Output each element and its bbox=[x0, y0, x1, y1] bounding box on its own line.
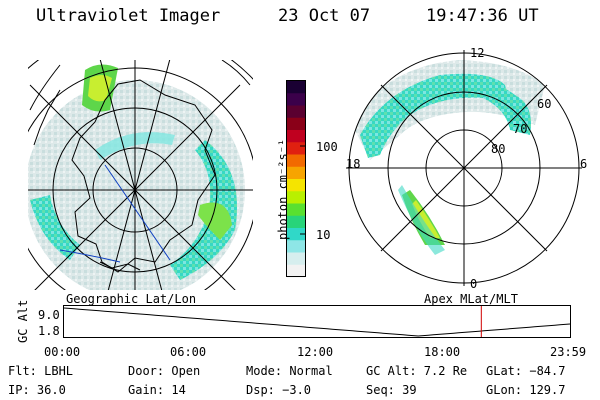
aurora-east bbox=[170, 140, 237, 280]
info-glat: GLat: −84.7 bbox=[486, 364, 566, 378]
info-gain: Gain: 14 bbox=[128, 383, 186, 397]
time-tick-2: 12:00 bbox=[297, 345, 334, 359]
aurora-green-arc-core bbox=[412, 200, 440, 238]
mlt-label-18: 18 bbox=[346, 157, 361, 171]
info-ip: IP: 36.0 bbox=[8, 383, 66, 397]
lat-label-60: 60 bbox=[537, 97, 552, 111]
colorbar-band bbox=[287, 81, 305, 94]
colorbar-band bbox=[287, 105, 305, 119]
colorbar-band bbox=[287, 191, 305, 205]
time-tick-0: 00:00 bbox=[44, 345, 81, 359]
info-mode: Mode: Normal bbox=[246, 364, 333, 378]
magnetic-plot bbox=[346, 50, 582, 286]
geographic-label: Geographic Lat/Lon bbox=[66, 292, 197, 306]
lat-label-80: 80 bbox=[491, 142, 506, 156]
alt-tick-low: 1.8 bbox=[38, 324, 60, 338]
date-label: 23 Oct 07 bbox=[278, 6, 371, 26]
colorbar-band bbox=[287, 240, 305, 254]
geographic-plot bbox=[28, 60, 253, 290]
info-gc-alt: GC Alt: 7.2 Re bbox=[366, 364, 468, 378]
terminator-line bbox=[104, 164, 171, 261]
colorbar-band bbox=[287, 130, 305, 143]
instrument-title: Ultraviolet Imager bbox=[36, 6, 221, 26]
timeline-frame bbox=[63, 305, 571, 338]
alt-tick-high: 9.0 bbox=[38, 308, 60, 322]
colorbar-band bbox=[287, 142, 305, 156]
aurora-oval-night bbox=[360, 73, 506, 158]
info-dsp: Dsp: −3.0 bbox=[246, 383, 312, 397]
aurora-west bbox=[30, 195, 80, 260]
aurora-arc bbox=[95, 132, 175, 160]
colorbar-band bbox=[287, 93, 305, 107]
info-seq: Seq: 39 bbox=[366, 383, 417, 397]
aurora-oval-dawn bbox=[470, 80, 531, 135]
colorbar-band bbox=[287, 252, 305, 266]
colorbar-band bbox=[287, 179, 305, 192]
mlt-label-12: 12 bbox=[470, 46, 485, 60]
colorbar-band bbox=[287, 215, 305, 229]
colorbar-band bbox=[287, 228, 305, 241]
apex-label: Apex MLat/MLT bbox=[424, 292, 518, 306]
colorbar-band bbox=[287, 264, 305, 278]
colorbar-band bbox=[287, 166, 305, 180]
colorbar-tick-100: 100 bbox=[316, 140, 338, 154]
alt-axis-label: GC Alt bbox=[16, 299, 30, 343]
coastline bbox=[71, 79, 216, 273]
aurora-green-patch bbox=[198, 202, 232, 240]
colorbar-tick-10: 10 bbox=[316, 228, 331, 242]
mlt-label-6: 6 bbox=[580, 157, 588, 171]
altitude-curve bbox=[63, 307, 571, 337]
colorbar-unit: photon cm⁻²s⁻¹ bbox=[276, 138, 290, 240]
altitude-timeline bbox=[63, 305, 571, 338]
lat-label-70: 70 bbox=[513, 122, 528, 136]
mlt-label-0: 0 bbox=[470, 277, 478, 291]
info-glon: GLon: 129.7 bbox=[486, 383, 566, 397]
colorbar-band bbox=[287, 203, 305, 217]
time-tick-3: 18:00 bbox=[424, 345, 461, 359]
time-tick-1: 06:00 bbox=[170, 345, 207, 359]
colorbar bbox=[286, 80, 306, 278]
info-filter: Flt: LBHL bbox=[8, 364, 74, 378]
colorbar-band bbox=[287, 154, 305, 168]
time-label: 19:47:36 UT bbox=[426, 6, 539, 26]
coastline-fragment bbox=[33, 89, 61, 146]
info-door: Door: Open bbox=[128, 364, 201, 378]
colorbar-band bbox=[287, 117, 305, 131]
time-tick-4: 23:59 bbox=[550, 345, 587, 359]
